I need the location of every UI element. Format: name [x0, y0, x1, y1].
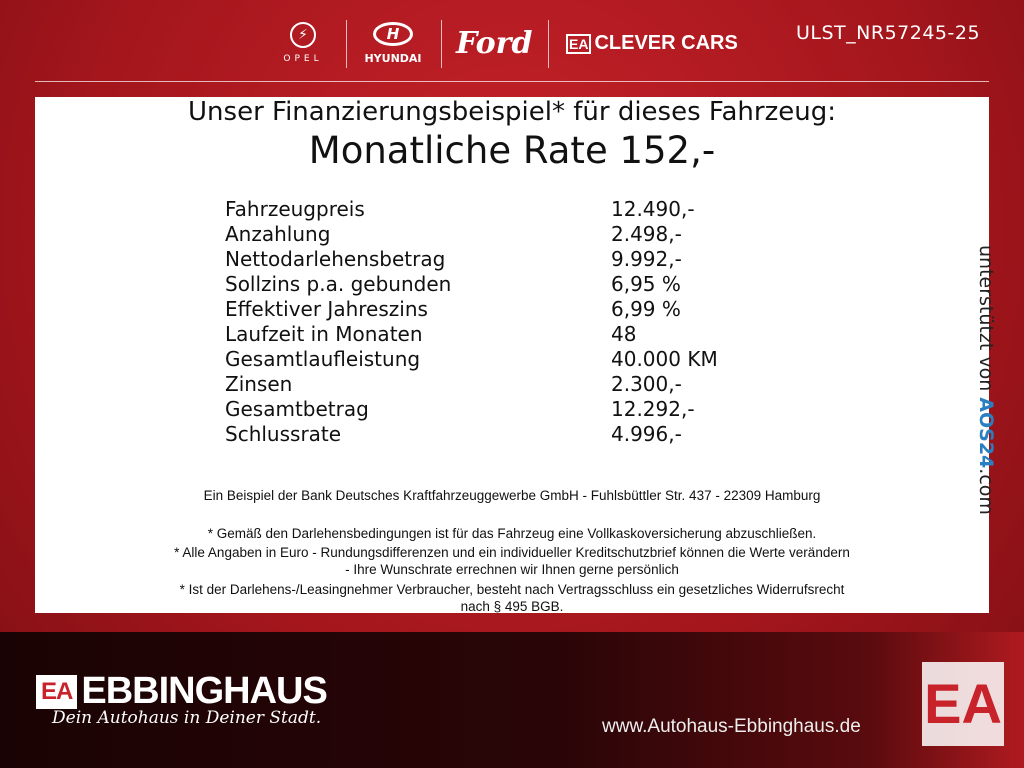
ea-emblem: EA [922, 662, 1004, 746]
row-label: Anzahlung [225, 222, 331, 246]
row-label: Sollzins p.a. gebunden [225, 272, 452, 296]
footnote: * Gemäß den Darlehensbedingungen ist für… [207, 526, 817, 541]
row-label: Gesamtlaufleistung [225, 347, 421, 371]
row-label: Schlussrate [225, 422, 342, 446]
footnote: * Alle Angaben in Euro - Rundungsdiffere… [174, 545, 850, 560]
supported-by: unterstützt von AOS24.com [975, 245, 997, 515]
row-value: 12.490,- [611, 197, 695, 221]
row-value: 12.292,- [611, 397, 695, 421]
row-label: Gesamtbetrag [225, 397, 369, 421]
table-row: Sollzins p.a. gebunden 6,95 % [225, 272, 718, 297]
row-value: 48 [611, 322, 637, 346]
table-row: Nettodarlehensbetrag 9.992,- [225, 247, 718, 272]
opel-logo: ⚡ OPEL [278, 22, 328, 64]
table-row: Anzahlung 2.498,- [225, 222, 718, 247]
opel-blitz-icon: ⚡ [290, 22, 316, 48]
bank-note: Ein Beispiel der Bank Deutsches Kraftfah… [203, 488, 821, 503]
table-row: Zinsen 2.300,- [225, 372, 718, 397]
row-value: 2.300,- [611, 372, 682, 396]
table-row: Laufzeit in Monaten 48 [225, 322, 718, 347]
row-value: 2.498,- [611, 222, 682, 246]
monthly-rate: Monatliche Rate 152,- [308, 129, 716, 172]
footnote: * Ist der Darlehens-/Leasingnehmer Verbr… [179, 582, 845, 597]
row-label: Zinsen [225, 372, 293, 396]
hyundai-logo: H HYUNDAI [358, 22, 428, 65]
row-value: 9.992,- [611, 247, 682, 271]
aos24-logo: AOS24 [975, 397, 997, 469]
divider [441, 20, 442, 68]
offer-title: Unser Finanzierungsbeispiel* für dieses … [188, 97, 836, 127]
ford-logo: Ford [456, 26, 533, 61]
header-divider [35, 81, 989, 82]
table-row: Gesamtlaufleistung 40.000 KM [225, 347, 718, 372]
divider [346, 20, 347, 68]
row-label: Nettodarlehensbetrag [225, 247, 446, 271]
table-row: Gesamtbetrag 12.292,- [225, 397, 718, 422]
row-label: Laufzeit in Monaten [225, 322, 423, 346]
footnote: - Ihre Wunschrate errechnen wir Ihnen ge… [345, 562, 679, 577]
brand-header: ⚡ OPEL H HYUNDAI Ford EA CLEVER CARS ULS… [0, 0, 1024, 82]
row-value: 6,99 % [611, 297, 681, 321]
financing-table: Fahrzeugpreis 12.490,- Anzahlung 2.498,- Net… [225, 197, 718, 447]
ebbinghaus-logo: EA EBBINGHAUS [36, 670, 328, 713]
table-row: Schlussrate 4.996,- [225, 422, 718, 447]
reference-number: ULST_NR57245-25 [796, 22, 981, 44]
table-row: Effektiver Jahreszins 6,99 % [225, 297, 718, 322]
financing-panel: Unser Finanzierungsbeispiel* für dieses … [35, 97, 997, 614]
slogan: Dein Autohaus in Deiner Stadt. [52, 708, 322, 728]
row-value: 6,95 % [611, 272, 681, 296]
row-value: 4.996,- [611, 422, 682, 446]
clever-cars-logo: EA CLEVER CARS [566, 32, 738, 55]
row-value: 40.000 KM [611, 347, 718, 371]
website-link[interactable]: www.Autohaus-Ebbinghaus.de [602, 716, 861, 737]
dealer-footer: EA EBBINGHAUS Dein Autohaus in Deiner Sta… [0, 632, 1024, 768]
table-row: Fahrzeugpreis 12.490,- [225, 197, 718, 222]
row-label: Effektiver Jahreszins [225, 297, 428, 321]
row-label: Fahrzeugpreis [225, 197, 365, 221]
footnote: nach § 495 BGB. [460, 599, 564, 614]
divider [548, 20, 549, 68]
